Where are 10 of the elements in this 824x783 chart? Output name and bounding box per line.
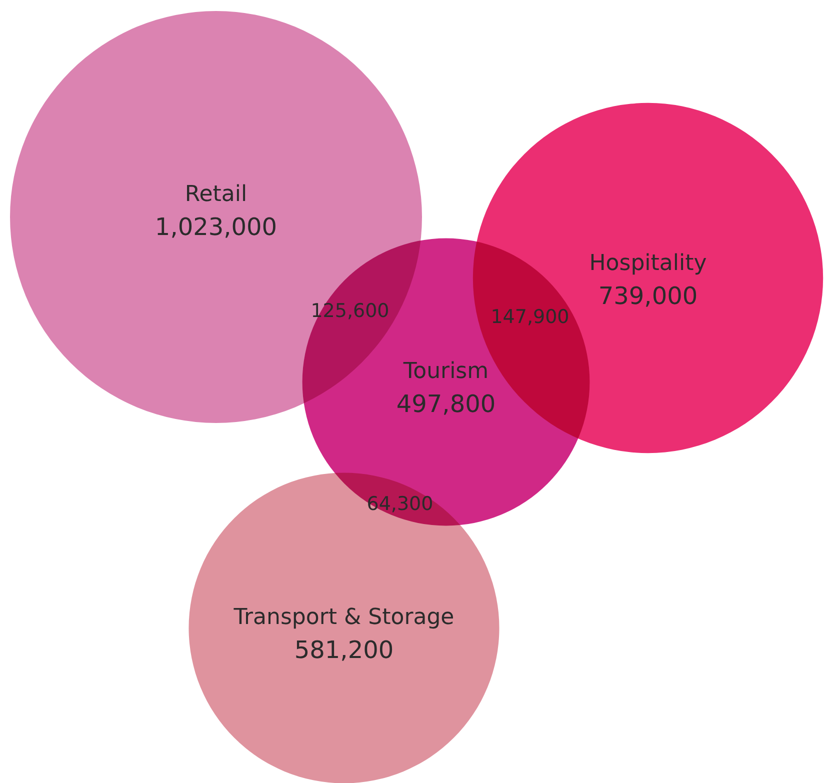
category-label: Hospitality: [589, 251, 707, 276]
text: 147,900: [490, 306, 570, 328]
category-label: Retail: [184, 182, 248, 207]
category-label: Transport & Storage: [232, 605, 454, 630]
category-label: Tourism: [402, 359, 489, 384]
text: 64,300: [366, 493, 434, 516]
data-label: 1,023,000: [154, 213, 278, 241]
data-label: 581,200: [294, 636, 394, 664]
data-label: 739,000: [598, 282, 698, 310]
data-label: 497,800: [396, 390, 496, 418]
